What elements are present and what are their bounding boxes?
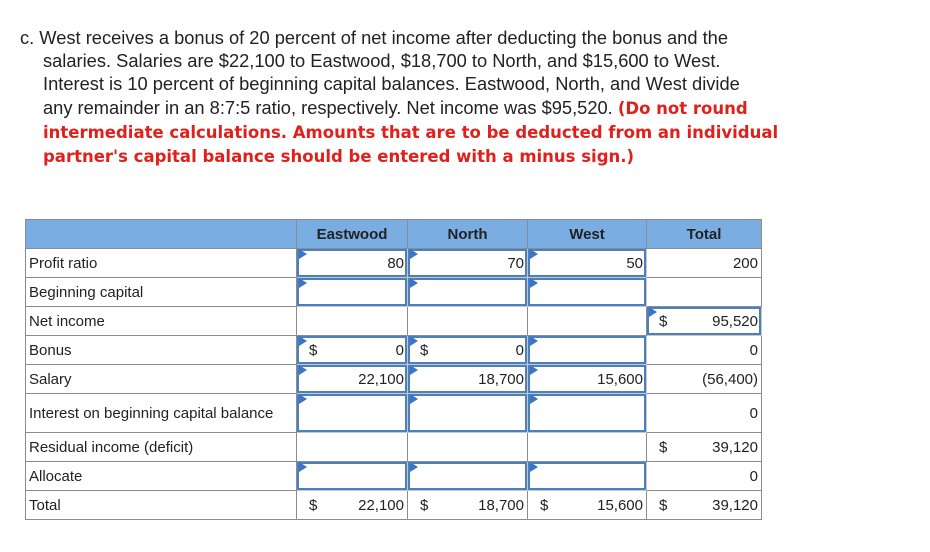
table-row: Profit ratio 80 70 50 200: [25, 248, 762, 278]
cell-value: 39,120: [712, 496, 758, 514]
question-line: salaries. Salaries are $22,100 to Eastwo…: [43, 50, 721, 72]
amount-cell: [296, 432, 408, 462]
amount-input[interactable]: [527, 335, 647, 365]
amount-cell: $39,120: [646, 432, 762, 462]
row-label: Interest on beginning capital balance: [25, 393, 297, 433]
amount-input[interactable]: [296, 393, 408, 433]
row-label: Salary: [25, 364, 297, 394]
amount-input[interactable]: [407, 277, 528, 307]
cell-value: 0: [749, 341, 758, 359]
question-line: any remainder in an 8:7:5 ratio, respect…: [43, 96, 613, 118]
amount-input[interactable]: [296, 277, 408, 307]
amount-input[interactable]: 15,600: [527, 364, 647, 394]
table-row: Total $22,100 $18,700 $15,600 $39,120: [25, 490, 762, 520]
cell-value: 0: [749, 467, 758, 485]
table-row: Salary 22,100 18,700 15,600 (56,400): [25, 364, 762, 394]
table-row: Allocate 0: [25, 461, 762, 491]
cell-value: 39,120: [712, 438, 758, 456]
row-label: Bonus: [25, 335, 297, 365]
table-row: Beginning capital: [25, 277, 762, 307]
table-row: Bonus $0 $0 0: [25, 335, 762, 365]
column-header: North: [407, 219, 528, 249]
column-header: West: [527, 219, 647, 249]
table-row: Residual income (deficit) $39,120: [25, 432, 762, 462]
cell-value: 0: [749, 404, 758, 422]
table-row: Net income $95,520: [25, 306, 762, 336]
amount-cell: [407, 306, 528, 336]
question-line: Interest is 10 percent of beginning capi…: [43, 73, 740, 95]
amount-input[interactable]: 18,700: [407, 364, 528, 394]
amount-input[interactable]: $0: [296, 335, 408, 365]
cell-value: 18,700: [478, 496, 524, 514]
cell-value: 18,700: [478, 370, 524, 388]
dollar-sign: $: [659, 438, 668, 456]
row-label: Beginning capital: [25, 277, 297, 307]
amount-input[interactable]: 22,100: [296, 364, 408, 394]
question-line: c. West receives a bonus of 20 percent o…: [20, 27, 728, 48]
cell-value: 70: [507, 254, 524, 272]
amount-cell: 0: [646, 393, 762, 433]
dollar-sign: $: [420, 496, 429, 514]
amount-cell: $22,100: [296, 490, 408, 520]
column-header: Eastwood: [296, 219, 408, 249]
column-header: [25, 219, 297, 249]
capital-allocation-table: Eastwood North West Total Profit ratio 80 70 5…: [25, 219, 762, 520]
question-text: c. West receives a bonus of 20 percent o…: [20, 26, 800, 168]
amount-cell: 0: [646, 461, 762, 491]
cell-value: 80: [387, 254, 404, 272]
amount-input[interactable]: [527, 461, 647, 491]
dollar-sign: $: [420, 341, 429, 359]
cell-value: 200: [732, 254, 758, 272]
amount-input[interactable]: $0: [407, 335, 528, 365]
dollar-sign: $: [540, 496, 549, 514]
amount-cell: $15,600: [527, 490, 647, 520]
amount-input[interactable]: [296, 461, 408, 491]
row-label: Residual income (deficit): [25, 432, 297, 462]
amount-cell: 200: [646, 248, 762, 278]
row-label: Profit ratio: [25, 248, 297, 278]
cell-value: 0: [395, 341, 404, 359]
amount-cell: (56,400): [646, 364, 762, 394]
amount-input[interactable]: [527, 393, 647, 433]
amount-cell: [527, 306, 647, 336]
cell-value: 50: [626, 254, 643, 272]
cell-value: 95,520: [712, 312, 758, 330]
dollar-sign: $: [659, 496, 668, 514]
cell-value: 22,100: [358, 370, 404, 388]
table-row: Interest on beginning capital balance 0: [25, 393, 762, 433]
cell-value: 0: [515, 341, 524, 359]
column-header: Total: [646, 219, 762, 249]
amount-input[interactable]: $95,520: [646, 306, 762, 336]
amount-input[interactable]: [407, 393, 528, 433]
cell-value: (56,400): [702, 370, 758, 388]
cell-value: 22,100: [358, 496, 404, 514]
dollar-sign: $: [659, 312, 668, 330]
instruction-text: (Do not round intermediate calculations.…: [43, 98, 779, 167]
dollar-sign: $: [309, 496, 318, 514]
row-label: Net income: [25, 306, 297, 336]
amount-cell: [296, 306, 408, 336]
amount-cell: [407, 432, 528, 462]
amount-input[interactable]: 70: [407, 248, 528, 278]
amount-cell: $18,700: [407, 490, 528, 520]
row-label: Total: [25, 490, 297, 520]
amount-input[interactable]: 50: [527, 248, 647, 278]
amount-cell: [527, 432, 647, 462]
amount-cell: 0: [646, 335, 762, 365]
amount-cell: [646, 277, 762, 307]
cell-value: 15,600: [597, 370, 643, 388]
amount-input[interactable]: [407, 461, 528, 491]
dollar-sign: $: [309, 341, 318, 359]
amount-input[interactable]: [527, 277, 647, 307]
row-label: Allocate: [25, 461, 297, 491]
cell-value: 15,600: [597, 496, 643, 514]
amount-input[interactable]: 80: [296, 248, 408, 278]
amount-cell: $39,120: [646, 490, 762, 520]
